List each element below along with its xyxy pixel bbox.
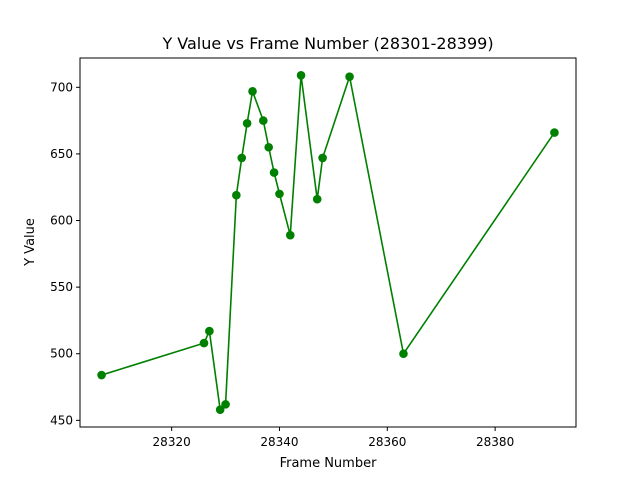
data-point	[345, 72, 354, 81]
data-point	[312, 194, 322, 204]
data-point	[264, 142, 273, 152]
y-tick-label: 700	[50, 80, 73, 94]
y-axis-label: Y Value	[23, 218, 38, 267]
data-point	[285, 230, 295, 240]
data-point	[215, 405, 225, 414]
data-point	[242, 118, 252, 128]
axes-frame	[79, 57, 577, 428]
data-point	[237, 153, 247, 163]
data-point	[248, 87, 257, 96]
data-point	[275, 189, 284, 199]
y-tick-label: 650	[50, 147, 73, 161]
plot-area	[97, 71, 559, 414]
data-point	[221, 400, 230, 409]
y-axis: 450 500 550 600 650 700	[50, 80, 80, 427]
x-tick-label: 28360	[368, 435, 406, 449]
x-tick-label: 28320	[153, 435, 191, 449]
y-tick-label: 450	[50, 413, 73, 427]
data-point	[97, 370, 106, 380]
data-point	[550, 128, 559, 137]
data-point	[259, 116, 268, 125]
x-tick-label: 28340	[260, 435, 298, 449]
x-axis-label: Frame Number	[280, 456, 378, 471]
x-axis: 28320 28340 28360 28380	[153, 427, 514, 449]
x-tick-label: 28380	[476, 435, 514, 449]
data-point	[296, 71, 306, 80]
data-point	[318, 153, 327, 163]
data-point	[205, 326, 214, 336]
data-point	[269, 168, 279, 177]
y-tick-label: 500	[50, 347, 73, 361]
data-point	[232, 190, 241, 200]
y-tick-label: 550	[50, 280, 73, 294]
chart-title: Y Value vs Frame Number (28301-28399)	[161, 34, 493, 53]
data-point	[199, 338, 209, 348]
data-point	[399, 349, 408, 359]
y-tick-label: 600	[50, 214, 73, 228]
